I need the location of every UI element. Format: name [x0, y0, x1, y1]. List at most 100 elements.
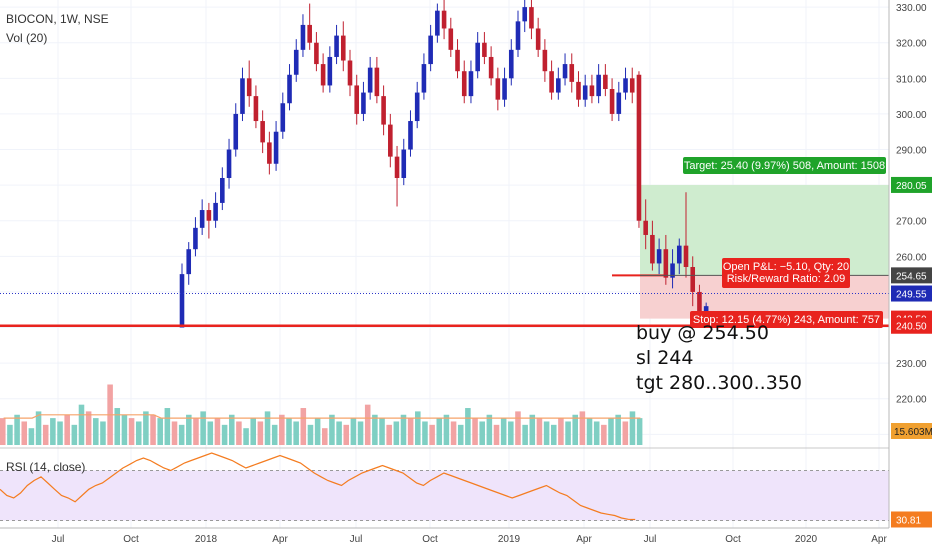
candle-body — [273, 131, 279, 164]
candle-body — [226, 149, 232, 178]
target-badge-text: Target: 25.40 (9.97%) 508, Amount: 1508 — [684, 160, 885, 172]
candle-body — [663, 249, 669, 278]
volume-bar — [558, 418, 564, 445]
candle-body — [529, 7, 534, 29]
candle-body — [582, 85, 588, 100]
candle-body — [327, 56, 333, 86]
x-tick-label: Apr — [576, 534, 592, 545]
candlestick-series — [179, 0, 709, 328]
volume-bar — [407, 418, 414, 445]
volume-bar — [579, 411, 586, 445]
candle-body — [354, 85, 360, 114]
candle-body — [508, 49, 514, 79]
volume-bar — [286, 418, 292, 445]
volume-bar — [350, 418, 357, 445]
volume-bar — [121, 414, 128, 445]
candle-body — [448, 28, 454, 50]
volume-bar — [500, 418, 507, 445]
volume-bar — [42, 424, 49, 445]
price-tag-bg — [891, 267, 932, 284]
candle-body — [670, 263, 675, 278]
candle-body — [616, 92, 622, 114]
volume-bar — [100, 421, 106, 445]
price-tag-label: 240.50 — [896, 322, 927, 333]
volume-bar — [135, 421, 142, 445]
volume-label: Vol (20) — [6, 31, 48, 45]
volume-bar — [200, 411, 206, 445]
volume-bar — [522, 424, 528, 445]
rsi-band — [0, 470, 889, 521]
target-badge-bg — [683, 157, 886, 174]
volume-bar — [608, 418, 614, 445]
volume-bar — [479, 421, 485, 445]
candle-body — [193, 227, 198, 250]
y-tick-label: 320.00 — [896, 39, 927, 50]
volume-bar — [593, 421, 600, 445]
volume-bar — [236, 421, 242, 445]
volume-tag-bg — [891, 423, 932, 439]
volume-bar — [364, 404, 371, 445]
candle-body — [656, 249, 662, 264]
candle-body — [556, 78, 561, 93]
time-axis: Jul Oct 2018 Apr Jul Oct 2019 Apr Jul Oct 2020 Apr — [0, 527, 889, 545]
candle-body — [314, 42, 319, 65]
volume-bar — [429, 424, 435, 445]
stop-badge-text: Stop: 12.15 (4.77%) 243, Amount: 757 — [693, 314, 880, 326]
volume-bar — [536, 418, 543, 445]
candle-body — [179, 274, 185, 328]
x-tick-label: Apr — [272, 534, 288, 545]
candle-body — [562, 64, 568, 79]
candle-body — [697, 291, 702, 314]
candle-body — [320, 64, 326, 86]
rsi-tag-bg — [891, 511, 932, 528]
volume-bar — [307, 424, 314, 445]
volume-bar — [221, 424, 228, 445]
candle-body — [246, 78, 252, 97]
candle-body — [703, 306, 709, 314]
volume-bar — [93, 418, 99, 445]
volume-bar — [71, 424, 78, 445]
candle-body — [213, 202, 218, 221]
candle-body — [293, 49, 299, 75]
candle-body — [206, 210, 212, 221]
candle-body — [280, 103, 286, 132]
candle-body — [542, 49, 548, 72]
candle-body — [569, 64, 575, 82]
candle-body — [240, 78, 245, 114]
volume-bar — [150, 414, 156, 445]
x-tick-label: 2020 — [795, 534, 818, 545]
volume-bar — [264, 411, 271, 445]
price-tag-label: 280.05 — [896, 181, 927, 192]
volume-bar — [293, 421, 299, 445]
candle-body — [603, 74, 608, 89]
candle-body — [334, 35, 339, 57]
candle-body — [461, 71, 467, 97]
volume-bar — [565, 421, 571, 445]
volume-bar — [572, 414, 578, 445]
volume-bar — [615, 414, 621, 445]
volume-bar — [186, 414, 192, 445]
x-tick-label: 2019 — [498, 534, 521, 545]
volume-bar — [257, 421, 264, 445]
candle-body — [367, 67, 373, 93]
candle-body — [502, 78, 507, 100]
candle-body — [488, 56, 494, 79]
price-tag-label: 254.65 — [896, 271, 927, 282]
volume-bar — [250, 418, 256, 445]
candle-body — [690, 267, 696, 292]
x-tick-label: Jul — [350, 534, 363, 545]
candle-body — [435, 10, 440, 36]
volume-bar — [415, 411, 421, 445]
x-tick-label: 2018 — [195, 534, 218, 545]
volume-bar — [322, 428, 328, 445]
y-tick-label: 260.00 — [896, 252, 927, 263]
volume-bar — [228, 414, 235, 445]
volume-bar — [7, 424, 13, 445]
x-tick-label: Jul — [644, 534, 657, 545]
y-tick-label: 270.00 — [896, 217, 927, 228]
volume-bar — [143, 411, 149, 445]
volume-bar — [14, 414, 20, 445]
pnl-badge-bg — [722, 258, 850, 288]
candle-body — [482, 42, 487, 57]
candle-body — [650, 234, 655, 264]
